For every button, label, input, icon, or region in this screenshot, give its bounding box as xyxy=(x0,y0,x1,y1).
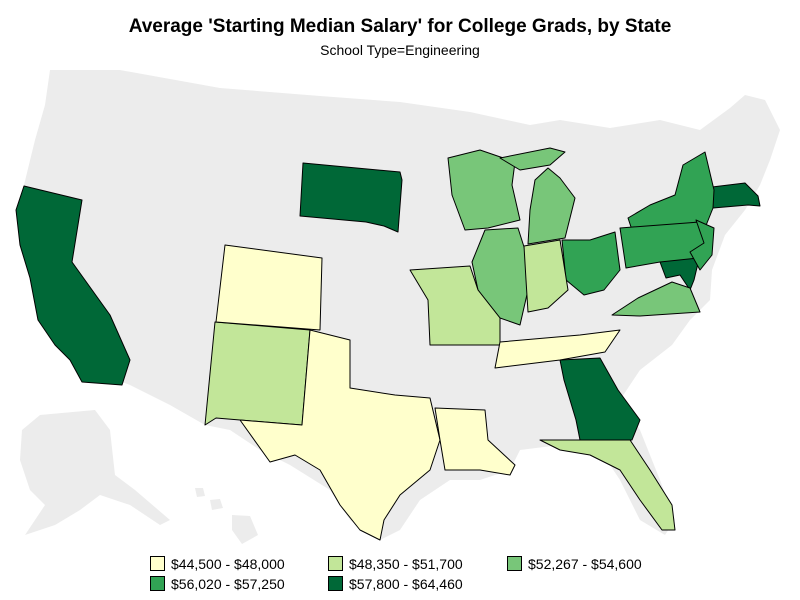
legend-item: $57,800 - $64,460 xyxy=(328,576,463,594)
legend-item: $52,267 - $54,600 xyxy=(507,556,642,574)
state-california[interactable] xyxy=(15,185,131,386)
state-new-jersey[interactable] xyxy=(689,219,715,271)
legend-label: $48,350 - $51,700 xyxy=(349,556,463,572)
legend-label: $56,020 - $57,250 xyxy=(171,576,285,592)
legend-item: $48,350 - $51,700 xyxy=(328,556,463,574)
hawaii-background xyxy=(195,488,258,544)
state-new-mexico[interactable] xyxy=(204,321,311,426)
state-louisiana[interactable] xyxy=(434,407,516,476)
legend-label: $57,800 - $64,460 xyxy=(349,576,463,592)
legend-swatch xyxy=(507,556,522,571)
state-virginia[interactable] xyxy=(611,281,701,317)
state-south-dakota[interactable] xyxy=(299,162,403,233)
state-illinois[interactable] xyxy=(471,227,529,326)
legend-swatch xyxy=(150,576,165,591)
state-florida[interactable] xyxy=(539,439,676,531)
map-subtitle: School Type=Engineering xyxy=(320,42,480,58)
state-michigan[interactable] xyxy=(499,147,576,245)
state-missouri[interactable] xyxy=(409,265,501,346)
state-ohio[interactable] xyxy=(561,231,621,296)
legend-item: $56,020 - $57,250 xyxy=(150,576,285,594)
state-wyoming[interactable] xyxy=(215,244,323,331)
state-texas[interactable] xyxy=(239,329,441,541)
legend: $44,500 - $48,000 $48,350 - $51,700 $52,26… xyxy=(150,556,670,596)
state-indiana[interactable] xyxy=(523,239,569,313)
state-wisconsin[interactable] xyxy=(447,149,521,231)
legend-swatch xyxy=(150,556,165,571)
legend-swatch xyxy=(328,576,343,591)
legend-swatch xyxy=(328,556,343,571)
state-tennessee[interactable] xyxy=(494,329,621,369)
state-layer xyxy=(15,147,761,541)
legend-label: $52,267 - $54,600 xyxy=(528,556,642,572)
map-title: Average 'Starting Median Salary' for Col… xyxy=(128,16,672,37)
legend-label: $44,500 - $48,000 xyxy=(171,556,285,572)
state-georgia[interactable] xyxy=(559,357,641,441)
alaska-background xyxy=(20,410,170,535)
legend-item: $44,500 - $48,000 xyxy=(150,556,285,574)
